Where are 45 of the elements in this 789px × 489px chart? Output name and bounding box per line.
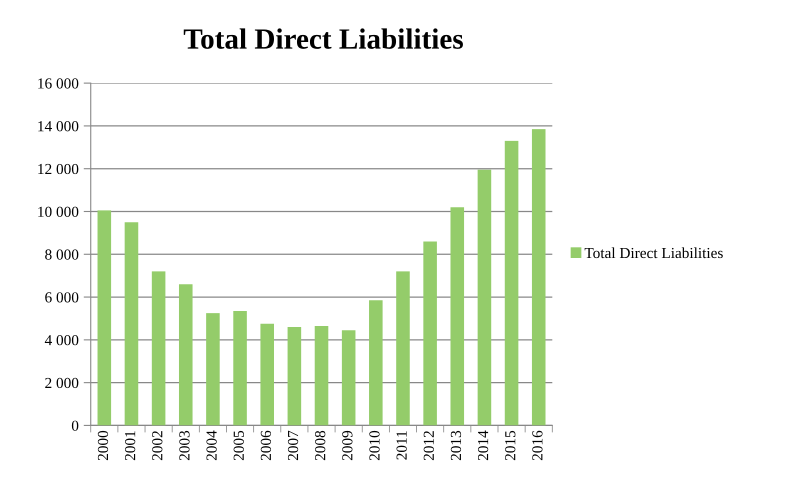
- x-tick-label: 2004: [206, 430, 217, 460]
- x-tick-label: 2012: [424, 431, 434, 460]
- y-tick-label: 0: [72, 420, 78, 431]
- y-tick-label: 12 000: [38, 164, 78, 174]
- y-tick-label: 8 000: [45, 249, 78, 260]
- y-tick-label: 6 000: [45, 292, 78, 303]
- x-tick-label: 2011: [396, 431, 407, 460]
- bar: [260, 324, 274, 426]
- bar: [450, 207, 464, 426]
- bar: [314, 326, 328, 426]
- bar: [504, 140, 518, 426]
- x-tick-label: 2014: [478, 430, 488, 460]
- chart-title: Total Direct Liabilities: [184, 28, 463, 49]
- bar: [478, 170, 492, 426]
- x-tick-label: 2016: [532, 430, 543, 460]
- x-tick-label: 2001: [124, 431, 136, 460]
- x-tick-label: 2006: [260, 430, 272, 460]
- x-tick-label: 2000: [98, 430, 108, 460]
- y-tick-label: 16 000: [38, 78, 78, 89]
- bar: [396, 271, 410, 426]
- x-tick-label: 2005: [234, 430, 244, 460]
- bar: [206, 313, 220, 426]
- bar: [152, 271, 166, 426]
- y-tick-label: 14 000: [38, 121, 78, 132]
- bar: [342, 330, 356, 426]
- legend-label: Total Direct Liabilities: [584, 247, 723, 258]
- y-tick-label: 4 000: [44, 334, 78, 346]
- bar: [369, 300, 383, 426]
- y-tick-label: 10 000: [38, 206, 78, 217]
- bar: [124, 222, 138, 426]
- x-tick-label: 2007: [288, 430, 298, 460]
- x-tick-label: 2008: [315, 430, 326, 460]
- x-tick-label: 2002: [152, 431, 162, 460]
- x-tick-label: 2015: [505, 430, 516, 460]
- y-tick-label: 2 000: [45, 378, 78, 388]
- bar: [532, 129, 546, 426]
- bar: [98, 210, 112, 426]
- bar: [178, 284, 193, 426]
- bar: [288, 327, 302, 426]
- bar: [233, 310, 247, 426]
- x-tick-label: 2013: [450, 430, 462, 460]
- x-tick-label: 2010: [369, 430, 380, 460]
- bar: [423, 241, 437, 426]
- x-tick-label: 2003: [179, 430, 190, 460]
- x-tick-label: 2009: [342, 430, 352, 460]
